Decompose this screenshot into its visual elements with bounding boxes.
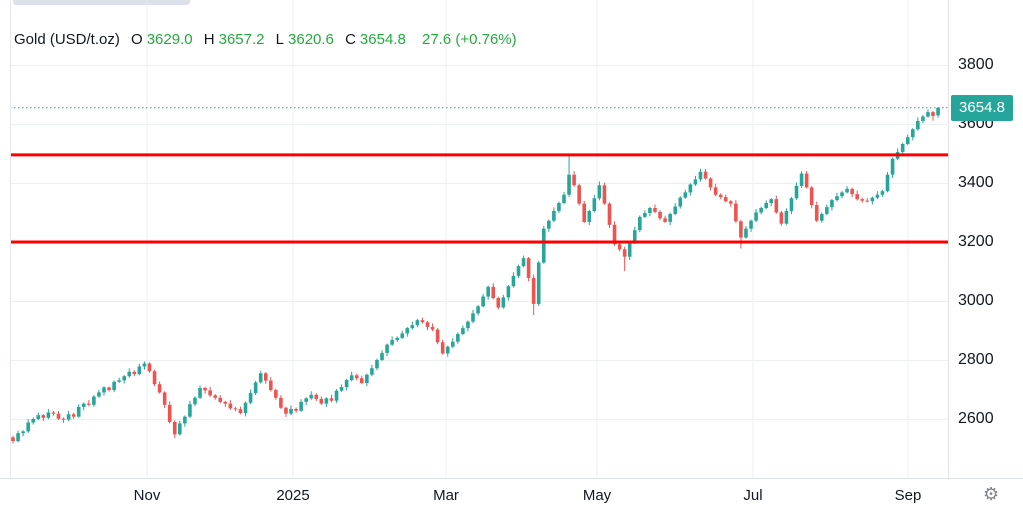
pane-left-border bbox=[10, 0, 11, 478]
gridlines bbox=[10, 0, 948, 478]
time-axis[interactable]: ⚙ Nov 2025 Mar May Jul Sep bbox=[0, 478, 1023, 512]
low-value: 3620.6 bbox=[288, 31, 334, 48]
time-tick-label: Mar bbox=[433, 487, 459, 504]
candles-series bbox=[11, 107, 940, 444]
time-tick-label: 2025 bbox=[276, 487, 310, 504]
chart-pane[interactable] bbox=[0, 0, 948, 478]
symbol-legend[interactable]: Gold (USD/t.oz) O 3629.0 H 3657.2 L 3620.6 … bbox=[14, 31, 517, 48]
gear-icon[interactable]: ⚙ bbox=[983, 484, 1000, 504]
price-tick-label: 3200 bbox=[958, 232, 994, 250]
time-tick-label: Nov bbox=[133, 487, 161, 504]
close-value: 3654.8 bbox=[359, 31, 406, 48]
price-tick-label: 3800 bbox=[958, 55, 994, 73]
top-toolbar-placeholder bbox=[13, 0, 190, 5]
price-tick-label: 2800 bbox=[958, 350, 994, 368]
symbol-title: Gold (USD/t.oz) bbox=[14, 31, 120, 48]
candlestick-chart[interactable] bbox=[0, 0, 948, 478]
open-label: O bbox=[131, 31, 143, 48]
open-value: 3629.0 bbox=[146, 31, 193, 48]
time-tick-label: Jul bbox=[743, 487, 763, 504]
change-value: 27.6 (+0.76%) bbox=[421, 31, 517, 48]
high-label: H bbox=[203, 31, 215, 48]
high-value: 3657.2 bbox=[218, 31, 265, 48]
time-tick-label: May bbox=[582, 487, 612, 504]
time-tick-label: Sep bbox=[894, 487, 922, 504]
price-tick-label: 3400 bbox=[958, 173, 994, 191]
price-axis[interactable]: 2600 2800 3000 3200 3400 3600 3800 3654.8 bbox=[948, 0, 1023, 478]
close-label: C bbox=[345, 31, 356, 48]
price-tick-label: 2600 bbox=[958, 409, 994, 427]
price-tick-label: 3000 bbox=[958, 291, 994, 309]
low-label: L bbox=[275, 31, 285, 48]
current-price-tag: 3654.8 bbox=[951, 94, 1013, 121]
